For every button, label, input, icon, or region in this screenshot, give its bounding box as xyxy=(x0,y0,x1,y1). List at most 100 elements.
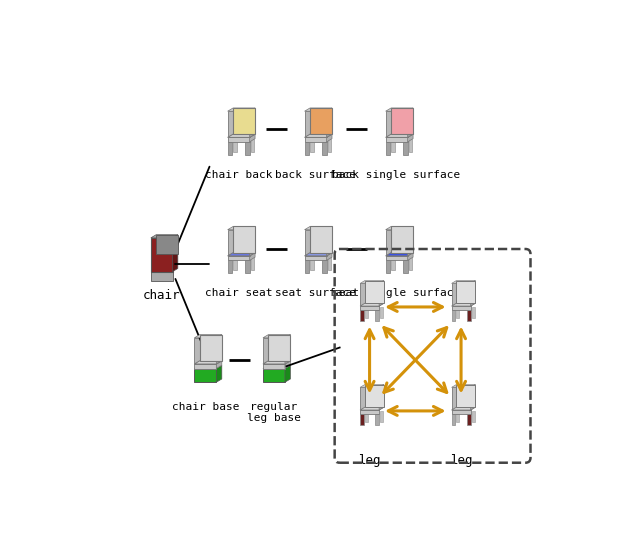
Polygon shape xyxy=(326,253,332,260)
Bar xyxy=(251,139,255,152)
Bar xyxy=(467,310,470,321)
Polygon shape xyxy=(228,111,250,137)
Polygon shape xyxy=(310,108,332,134)
Polygon shape xyxy=(228,253,255,256)
Polygon shape xyxy=(250,108,255,137)
Polygon shape xyxy=(386,137,408,142)
Polygon shape xyxy=(200,335,222,361)
Polygon shape xyxy=(233,108,255,134)
Polygon shape xyxy=(305,256,326,260)
Bar xyxy=(472,411,475,422)
Bar xyxy=(305,260,308,273)
Text: leg: leg xyxy=(358,454,381,467)
Bar xyxy=(365,411,368,422)
Text: chair back: chair back xyxy=(205,170,273,180)
Text: regular
leg base: regular leg base xyxy=(247,402,301,423)
Polygon shape xyxy=(263,361,291,364)
Bar xyxy=(328,139,332,152)
Bar xyxy=(305,142,308,155)
Polygon shape xyxy=(326,134,332,142)
Polygon shape xyxy=(452,306,470,310)
Polygon shape xyxy=(360,284,379,306)
Polygon shape xyxy=(228,134,255,137)
Text: chair: chair xyxy=(143,288,180,301)
Bar xyxy=(233,139,237,152)
Polygon shape xyxy=(452,387,470,410)
Polygon shape xyxy=(305,108,332,111)
Polygon shape xyxy=(216,335,222,364)
Bar xyxy=(386,142,390,155)
Bar xyxy=(452,310,455,321)
Polygon shape xyxy=(360,407,384,410)
Bar xyxy=(380,411,383,422)
Polygon shape xyxy=(391,108,413,134)
Polygon shape xyxy=(456,281,476,303)
Bar xyxy=(456,411,460,422)
Polygon shape xyxy=(452,407,476,410)
Polygon shape xyxy=(452,284,470,306)
Polygon shape xyxy=(195,365,222,368)
Bar xyxy=(391,139,395,152)
Polygon shape xyxy=(305,226,332,230)
Text: back single surface: back single surface xyxy=(333,170,461,180)
Polygon shape xyxy=(365,384,384,407)
Bar xyxy=(323,260,326,273)
Polygon shape xyxy=(263,338,285,364)
Polygon shape xyxy=(228,226,255,230)
Polygon shape xyxy=(151,272,173,281)
Polygon shape xyxy=(408,108,413,137)
Polygon shape xyxy=(228,108,255,111)
Polygon shape xyxy=(470,384,476,410)
Bar xyxy=(467,414,470,425)
Text: back surface: back surface xyxy=(275,170,356,180)
Bar xyxy=(310,139,314,152)
Bar xyxy=(360,310,364,321)
Polygon shape xyxy=(360,387,379,410)
Bar xyxy=(376,414,379,425)
Polygon shape xyxy=(195,368,216,382)
Polygon shape xyxy=(305,137,326,142)
Bar xyxy=(251,257,255,270)
Polygon shape xyxy=(386,253,413,256)
Polygon shape xyxy=(452,384,476,387)
Bar xyxy=(456,307,460,319)
Polygon shape xyxy=(195,338,216,364)
Polygon shape xyxy=(233,226,255,253)
Polygon shape xyxy=(263,365,291,368)
Polygon shape xyxy=(305,230,326,256)
Polygon shape xyxy=(360,281,384,284)
Polygon shape xyxy=(263,364,285,368)
Polygon shape xyxy=(216,365,222,382)
Polygon shape xyxy=(285,335,291,364)
Polygon shape xyxy=(452,410,470,414)
Bar xyxy=(409,139,412,152)
Polygon shape xyxy=(379,281,384,306)
Polygon shape xyxy=(360,303,384,306)
Polygon shape xyxy=(305,111,326,137)
Bar xyxy=(323,142,326,155)
Polygon shape xyxy=(360,384,384,387)
Bar xyxy=(409,257,412,270)
Polygon shape xyxy=(386,256,408,260)
Bar xyxy=(472,307,475,319)
Bar xyxy=(228,260,232,273)
Text: chair seat: chair seat xyxy=(205,288,273,298)
Polygon shape xyxy=(250,134,255,142)
Polygon shape xyxy=(408,134,413,142)
Polygon shape xyxy=(386,108,413,111)
Bar xyxy=(403,142,408,155)
Bar xyxy=(328,257,332,270)
Polygon shape xyxy=(305,134,332,137)
Bar xyxy=(360,414,364,425)
Text: chair base: chair base xyxy=(172,402,239,411)
Polygon shape xyxy=(156,235,178,254)
Polygon shape xyxy=(456,384,476,407)
Polygon shape xyxy=(250,253,255,260)
Bar xyxy=(452,414,455,425)
Polygon shape xyxy=(285,361,291,368)
Bar xyxy=(245,142,250,155)
Polygon shape xyxy=(195,364,216,368)
Polygon shape xyxy=(391,226,413,253)
Bar xyxy=(386,260,390,273)
Polygon shape xyxy=(386,134,413,137)
